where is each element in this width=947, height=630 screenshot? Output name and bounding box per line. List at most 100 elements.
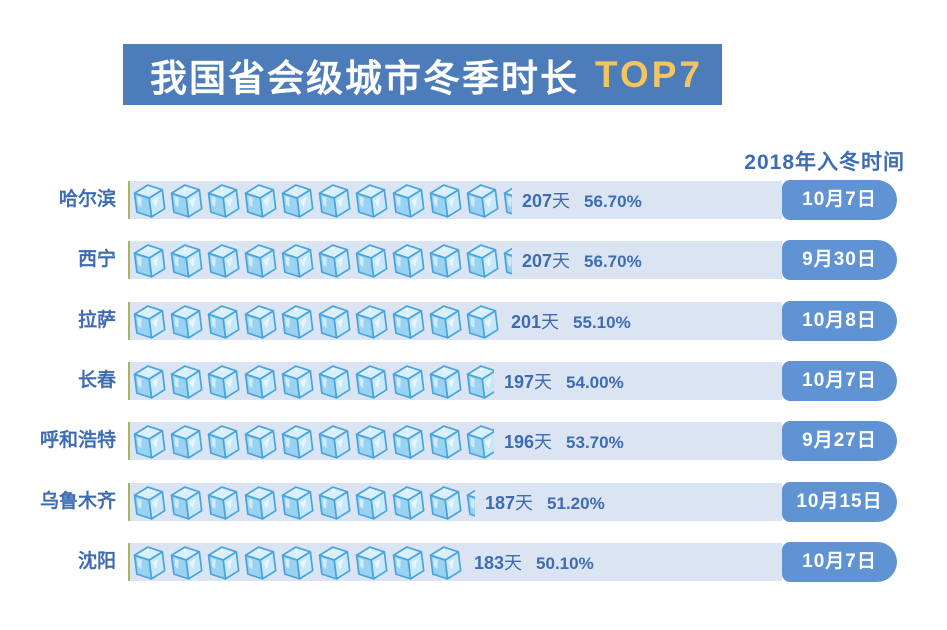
days-unit: 天 — [534, 372, 553, 392]
ice-cube-icon — [353, 482, 390, 522]
percent-value: 54.00% — [566, 373, 624, 392]
chart-row: 西宁 207天 56.70% 9月30日 — [0, 240, 947, 280]
ice-cube-icon — [242, 482, 279, 522]
title-banner: 我国省会级城市冬季时长 TOP7 — [123, 44, 722, 105]
ice-cube-row — [131, 361, 494, 401]
days-unit: 天 — [515, 493, 534, 513]
ice-cube-icon — [168, 421, 205, 461]
ice-cube-icon — [205, 542, 242, 582]
percent-value: 56.70% — [584, 192, 642, 211]
city-label: 西宁 — [77, 249, 116, 270]
ice-cube-icon — [205, 180, 242, 220]
date-badge: 10月7日 — [782, 180, 897, 220]
ice-cube-icon — [168, 180, 205, 220]
ice-cube-icon — [242, 301, 279, 341]
value-label: 197天 54.00% — [504, 368, 624, 394]
days-value: 197 — [504, 372, 535, 392]
ice-cube-icon — [279, 301, 316, 341]
ice-cube-icon — [168, 301, 205, 341]
days-unit: 天 — [552, 191, 571, 211]
ice-cube-icon — [279, 240, 316, 280]
ice-cube-icon — [316, 240, 353, 280]
ice-cube-icon — [205, 421, 242, 461]
ice-cube-icon — [131, 361, 168, 401]
city-label: 乌鲁木齐 — [39, 491, 116, 512]
ice-cube-icon — [168, 361, 205, 401]
city-label: 哈尔滨 — [58, 189, 116, 210]
days-unit: 天 — [534, 432, 553, 452]
percent-value: 51.20% — [547, 494, 605, 513]
ice-cube-icon — [242, 421, 279, 461]
page-title: 我国省会级城市冬季时长 — [150, 57, 579, 99]
ice-cube-icon — [242, 361, 279, 401]
ice-cube-icon — [316, 421, 353, 461]
axis-tick-line — [128, 302, 130, 340]
ice-cube-icon — [131, 240, 168, 280]
ice-cube-icon — [279, 361, 316, 401]
value-label: 183天 50.10% — [474, 549, 594, 575]
ice-cube-icon — [205, 361, 242, 401]
ice-cube-icon — [242, 542, 279, 582]
ice-cube-icon — [390, 542, 427, 582]
ice-cube-icon — [168, 482, 205, 522]
date-badge: 10月7日 — [782, 361, 897, 401]
axis-tick-line — [128, 181, 130, 219]
ice-cube-partial-icon — [464, 421, 494, 461]
axis-tick-line — [128, 241, 130, 279]
ice-cube-icon — [353, 301, 390, 341]
chart-row: 乌鲁木齐 187天 51.20% 10月15日 — [0, 482, 947, 522]
days-value: 183 — [474, 553, 505, 573]
ice-cube-icon — [427, 301, 464, 341]
ice-cube-icon — [279, 180, 316, 220]
days-value: 196 — [504, 432, 535, 452]
ice-cube-icon — [242, 240, 279, 280]
city-label: 长春 — [77, 370, 116, 391]
ice-cube-icon — [464, 180, 501, 220]
ice-cube-icon — [353, 240, 390, 280]
ice-cube-row — [131, 301, 501, 341]
ice-cube-icon — [390, 361, 427, 401]
bar-track: 207天 56.70% — [128, 241, 782, 279]
ice-cube-icon — [353, 180, 390, 220]
days-value: 207 — [522, 251, 553, 271]
ice-cube-icon — [242, 180, 279, 220]
ice-cube-icon — [390, 482, 427, 522]
days-value: 187 — [485, 493, 516, 513]
axis-tick-line — [128, 483, 130, 521]
axis-tick-line — [128, 362, 130, 400]
city-label: 沈阳 — [77, 551, 116, 572]
ice-cube-icon — [316, 180, 353, 220]
title-top7-highlight: TOP7 — [595, 53, 703, 95]
ice-cube-icon — [390, 421, 427, 461]
percent-value: 56.70% — [584, 252, 642, 271]
ice-cube-icon — [205, 240, 242, 280]
date-badge: 9月30日 — [782, 240, 897, 280]
ice-cube-partial-icon — [501, 180, 512, 220]
ice-cube-row — [131, 542, 464, 582]
bar-track: 187天 51.20% — [128, 483, 782, 521]
ice-cube-icon — [353, 542, 390, 582]
ice-cube-icon — [390, 301, 427, 341]
ice-cube-icon — [279, 482, 316, 522]
ice-cube-icon — [131, 180, 168, 220]
chart-row: 拉萨 201天 55.10% 10月8日 — [0, 301, 947, 341]
bar-track: 197天 54.00% — [128, 362, 782, 400]
ice-cube-row — [131, 421, 494, 461]
axis-tick-line — [128, 422, 130, 460]
bar-track: 207天 56.70% — [128, 181, 782, 219]
ice-cube-partial-icon — [501, 240, 512, 280]
ice-cube-icon — [316, 542, 353, 582]
ice-cube-icon — [464, 240, 501, 280]
ice-cube-icon — [205, 482, 242, 522]
ice-cube-icon — [279, 421, 316, 461]
ice-cube-icon — [464, 301, 501, 341]
city-label: 呼和浩特 — [39, 430, 116, 451]
ice-cube-partial-icon — [464, 361, 494, 401]
ice-cube-icon — [390, 180, 427, 220]
percent-value: 50.10% — [536, 554, 594, 573]
ice-cube-icon — [390, 240, 427, 280]
ice-cube-icon — [427, 421, 464, 461]
percent-value: 53.70% — [566, 433, 624, 452]
bar-track: 183天 50.10% — [128, 543, 782, 581]
ice-cube-icon — [316, 301, 353, 341]
